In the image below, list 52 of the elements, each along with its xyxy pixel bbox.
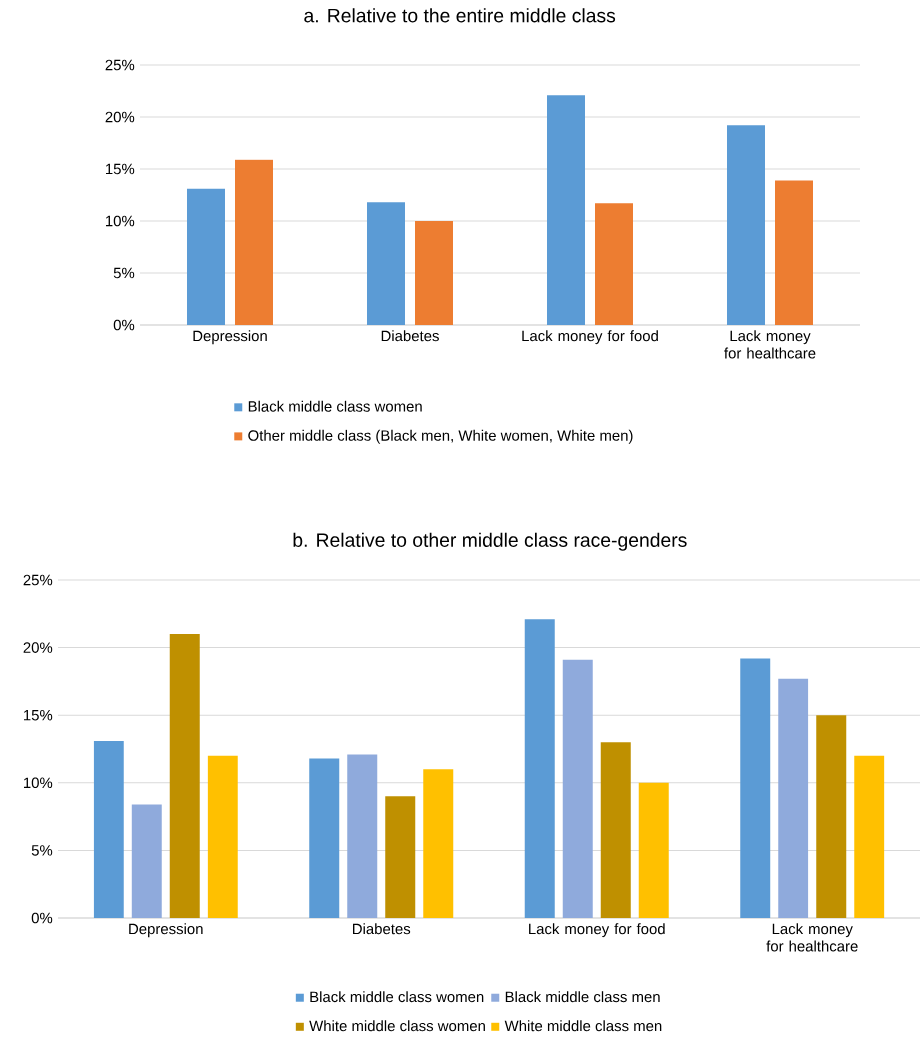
bar: [423, 769, 454, 918]
x-tick-label: Depression: [129, 923, 203, 938]
y-tick-label: 0%: [113, 319, 135, 331]
bar: [347, 754, 378, 918]
y-tick-label: 25%: [105, 59, 135, 71]
bar: [740, 658, 771, 918]
bar: [131, 804, 162, 918]
x-tick-label: Lack money for food: [529, 923, 665, 938]
chart-title: b. Relative to other middle class race-genders: [293, 532, 687, 551]
chart-title: a. Relative to the entire middle class: [304, 8, 616, 23]
bar: [207, 755, 238, 918]
bar: [816, 715, 847, 918]
x-tick-label: Diabetes: [381, 330, 439, 342]
bar: [595, 203, 633, 325]
legend-label: White middle class women: [309, 1020, 485, 1032]
y-tick-label: 15%: [24, 709, 53, 721]
bar: [415, 220, 453, 325]
bar: [778, 678, 809, 918]
y-tick-label: 5%: [113, 267, 135, 279]
x-tick-label: Lack money for healthcare: [724, 330, 816, 359]
x-tick-label: Depression: [193, 330, 267, 345]
y-tick-label: 20%: [105, 111, 135, 123]
y-tick-label: 10%: [24, 777, 53, 789]
legend-label: Black middle class women: [248, 400, 422, 412]
bar: [727, 125, 765, 325]
bar: [235, 159, 273, 325]
bar: [93, 740, 124, 918]
y-tick-label: 10%: [106, 215, 135, 227]
x-tick-label: Lack money for food: [522, 330, 658, 345]
bar: [385, 796, 416, 918]
y-tick-label: 0%: [31, 912, 53, 924]
bar: [638, 782, 669, 918]
bar: [854, 755, 885, 918]
bar: [187, 188, 225, 325]
bar: [562, 659, 593, 918]
bar: [169, 634, 200, 918]
legend-label: Other middle class (Black men, White women, White men): [248, 429, 633, 444]
y-tick-label: 20%: [23, 642, 53, 653]
bar: [775, 180, 813, 325]
y-tick-label: 5%: [31, 845, 53, 856]
y-tick-label: 25%: [23, 574, 53, 586]
legend-label: Black middle class men: [505, 991, 660, 1003]
y-tick-label: 15%: [106, 163, 135, 175]
bar: [367, 202, 405, 325]
bar: [524, 619, 555, 918]
x-tick-label: Diabetes: [353, 923, 411, 935]
bar: [309, 758, 340, 918]
bar: [547, 95, 585, 325]
bar: [600, 742, 631, 918]
x-tick-label: Lack money for healthcare: [766, 923, 858, 952]
legend-label: Black middle class women: [310, 991, 484, 1003]
legend-label: White middle class men: [504, 1020, 662, 1032]
